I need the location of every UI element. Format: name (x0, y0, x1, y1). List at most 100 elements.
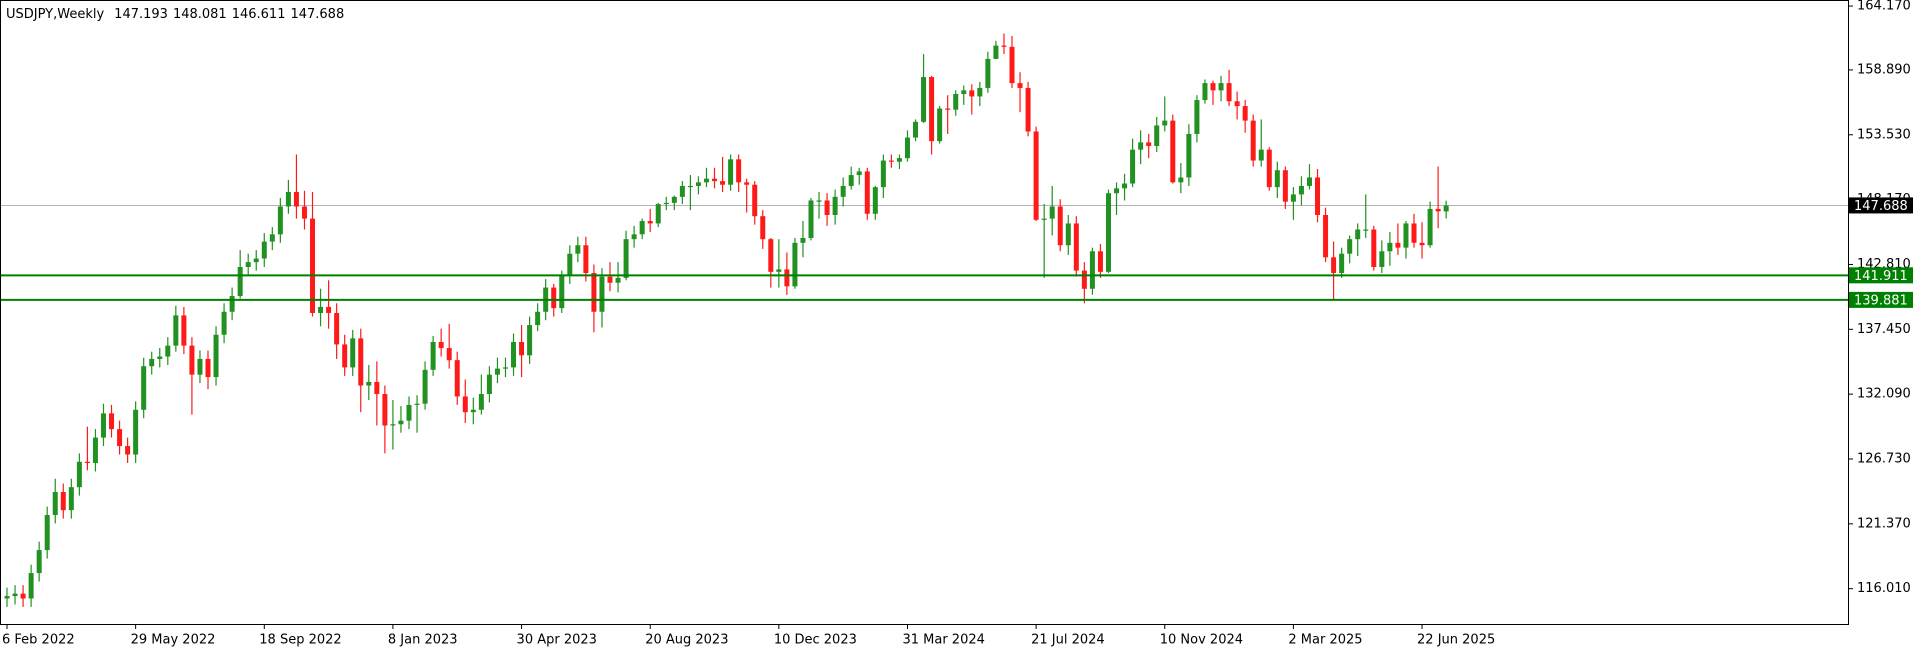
candle-body (406, 404, 412, 421)
candle-body (1403, 223, 1409, 248)
level-label: 141.911 (1854, 269, 1908, 284)
marks (1, 33, 1848, 607)
candle-body (109, 413, 115, 430)
candle-body (945, 108, 951, 110)
candle-body (44, 514, 50, 551)
candle-body (1242, 106, 1248, 121)
candle-body (1234, 101, 1240, 107)
candle-body (1226, 83, 1232, 102)
candle-body (149, 358, 155, 367)
symbol: USDJPY,Weekly (6, 7, 104, 22)
candle-body (1306, 177, 1312, 186)
candle-body (1105, 193, 1111, 272)
candle-body (1339, 253, 1345, 274)
candle-body (1178, 177, 1184, 183)
chart-header: USDJPY,Weekly 147.193 148.081 146.611 147.68… (6, 7, 344, 22)
candle-body (792, 242, 798, 287)
candle-body (76, 461, 82, 488)
candle-body (390, 424, 396, 426)
candle-body (502, 367, 508, 369)
candle-body (414, 403, 420, 405)
candle-body (1315, 177, 1321, 215)
x-tick-label: 8 Jan 2023 (388, 633, 458, 648)
candle-body (1218, 83, 1224, 91)
candle-body (494, 368, 500, 375)
candle-body (567, 253, 573, 276)
candle-body (1331, 257, 1337, 274)
candle-body (478, 394, 484, 410)
candle-body (1298, 185, 1304, 195)
candle-body (12, 593, 18, 597)
candle-body (720, 181, 726, 185)
candle-body (310, 218, 316, 313)
candle-body (1395, 242, 1401, 248)
header-high: 148.081 (173, 7, 227, 22)
candle-body (84, 461, 90, 463)
candle-body (52, 492, 58, 515)
candle-body (245, 262, 251, 267)
candle-body (277, 206, 283, 235)
candle-body (607, 276, 613, 283)
candle-body (334, 312, 340, 345)
candle-body (663, 202, 669, 205)
x-tick-label: 30 Apr 2023 (517, 633, 597, 648)
header-low: 146.611 (232, 7, 286, 22)
candle-body (703, 178, 709, 183)
candle-body (454, 360, 460, 397)
candle-body (293, 191, 299, 207)
candle-body (141, 366, 147, 410)
candle-body (824, 200, 830, 215)
candle-body (768, 239, 774, 272)
candle-body (157, 356, 163, 359)
x-tick-label: 31 Mar 2024 (902, 633, 984, 648)
price-label-box (1849, 197, 1913, 214)
candle-body (977, 87, 983, 97)
x-tick-label: 18 Sep 2022 (259, 633, 341, 648)
candle-body (1443, 205, 1449, 212)
candle-body (221, 311, 227, 335)
candle-body (1017, 83, 1023, 88)
candle-body (1250, 120, 1256, 161)
candle-body (68, 487, 74, 511)
candle-body (438, 342, 444, 349)
candle-body (527, 325, 533, 356)
candle-body (744, 182, 750, 185)
candle-body (125, 446, 131, 455)
y-tick-label: 153.530 (1857, 127, 1911, 142)
candle-body (1025, 87, 1031, 132)
x-tick-label: 2 Mar 2025 (1288, 633, 1362, 648)
candle-body (398, 420, 404, 425)
candle-body (374, 381, 380, 395)
candle-body (760, 216, 766, 240)
candle-body (1162, 120, 1168, 126)
x-tick-label: 29 May 2022 (131, 633, 216, 648)
y-tick-label: 164.170 (1857, 0, 1911, 14)
candle-body (1033, 131, 1039, 220)
candle-body (1371, 229, 1377, 267)
candle-body (639, 221, 645, 235)
candle-body (366, 381, 372, 386)
candle-body (197, 358, 203, 375)
candle-body (1282, 170, 1288, 202)
y-tick-label: 158.890 (1857, 62, 1911, 77)
candle-body (100, 413, 106, 438)
candle-body (840, 185, 846, 197)
candle-body (872, 187, 878, 214)
candle-body (422, 369, 428, 404)
candle-body (728, 159, 734, 185)
candle-body (342, 344, 348, 368)
candle-body (687, 185, 693, 188)
candle-body (904, 137, 910, 159)
x-tick-label: 21 Jul 2024 (1031, 633, 1105, 648)
candle-body (253, 258, 259, 263)
candle-body (888, 160, 894, 162)
candle-body (1347, 239, 1353, 254)
candle-body (559, 275, 565, 309)
candle-body (591, 273, 597, 312)
candle-body (655, 204, 661, 224)
y-tick-label: 126.730 (1857, 451, 1911, 466)
candle-body (60, 492, 66, 511)
candle-body (1266, 149, 1272, 188)
candle-body (808, 200, 814, 238)
candle-body (695, 182, 701, 186)
